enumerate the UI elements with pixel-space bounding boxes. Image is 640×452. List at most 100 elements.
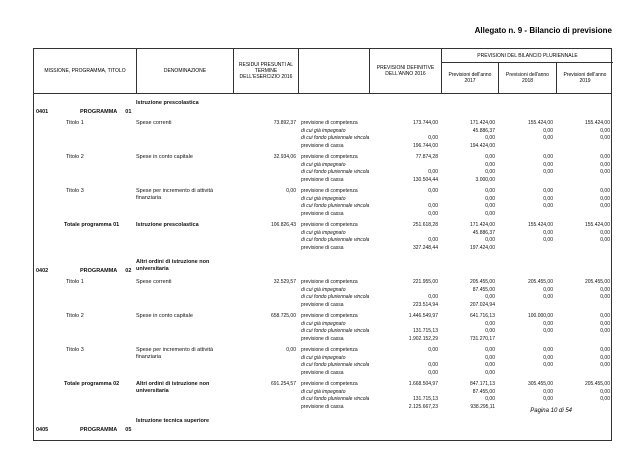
detail-row-label: previsione di competenza bbox=[301, 120, 358, 126]
detail-labels-column: previsione di competenza di cui già impeg… bbox=[298, 222, 369, 252]
value-column: 251.618,28 0,00 327.248,44 bbox=[369, 222, 441, 252]
value-cell: 0,00 bbox=[600, 320, 610, 327]
value-cell: 87.455,00 bbox=[472, 286, 495, 293]
program-number: 05 bbox=[125, 427, 132, 433]
value-cell: 0,00 bbox=[543, 347, 553, 353]
value-cell: 327.248,44 bbox=[412, 244, 438, 251]
row-label-cell: Titolo 1 bbox=[34, 279, 136, 287]
detail-labels-column: previsione di competenza di cui già impeg… bbox=[298, 347, 369, 377]
detail-row-label: previsione di cassa bbox=[301, 244, 344, 251]
denomination-cell: Spese in conto capitale bbox=[136, 154, 233, 161]
value-cell: 731.270,17 bbox=[469, 335, 495, 342]
value-cell: 3.000,00 bbox=[475, 176, 495, 183]
value-cell: 0,00 bbox=[485, 135, 495, 141]
value-column: 0,00 0,00 0,00 bbox=[556, 154, 613, 184]
denomination-text: Altri ordini di istruzione non universit… bbox=[136, 381, 210, 394]
value-cell bbox=[369, 162, 438, 170]
value-cell bbox=[556, 177, 610, 185]
detail-row-label: previsione di cassa bbox=[301, 301, 344, 308]
value-cell: 87.455,00 bbox=[472, 388, 495, 395]
value-cell: 223.514,94 bbox=[412, 301, 438, 308]
value-cell: 0,00 bbox=[485, 294, 495, 300]
value-cell: 155.424,00 bbox=[584, 222, 610, 228]
value-column: 847.171,13 87.455,00 0,00 938.295,11 bbox=[441, 381, 498, 411]
value-cell: 0,00 bbox=[543, 328, 553, 334]
detail-row-label: di cui fondo pluriennale vincolato bbox=[301, 237, 369, 243]
value-cell: 0,00 bbox=[543, 229, 553, 236]
program-code: 0402 bbox=[36, 268, 49, 274]
value-cell: 0,00 bbox=[543, 203, 553, 209]
program-id-cell: 0402 PROGRAMMA 02 bbox=[34, 259, 136, 277]
value-cell: 0,00 bbox=[600, 154, 610, 160]
value-cell: 0,00 bbox=[485, 396, 495, 402]
value-cell: 0,00 bbox=[428, 362, 438, 368]
value-cell: 0,00 bbox=[543, 354, 553, 361]
value-cell: 0,00 bbox=[600, 161, 610, 168]
col-header-pluriennale: PREVISIONI DEL BILANCIO PLURIENNALE bbox=[441, 49, 613, 63]
value-cell: 0,00 bbox=[485, 154, 495, 160]
detail-labels-column: previsione di competenza di cui già impeg… bbox=[298, 279, 369, 309]
title-row: Titolo 2 Spese in conto capitale 658.725,0… bbox=[34, 313, 611, 343]
value-cell: 0,00 bbox=[428, 237, 438, 243]
detail-row-label: previsione di competenza bbox=[301, 313, 358, 319]
detail-row-label: previsione di competenza bbox=[301, 154, 358, 160]
value-column: 0,00 0,00 0,00 bbox=[498, 154, 556, 184]
value-cell: 0,00 bbox=[485, 320, 495, 327]
program-header-row: 0405 PROGRAMMA 05 Istruzione tecnica superi… bbox=[34, 418, 611, 436]
value-cell: 0,00 bbox=[543, 362, 553, 368]
program-kind: PROGRAMMA bbox=[80, 427, 118, 433]
value-cell: 0,00 bbox=[600, 195, 610, 202]
detail-row-label: di cui fondo pluriennale vincolato bbox=[301, 135, 369, 141]
value-column: 0,00 0,00 0,00 3.000,00 bbox=[441, 154, 498, 184]
value-cell bbox=[498, 211, 553, 219]
value-cell: 0,00 bbox=[600, 135, 610, 141]
value-column: 0,00 0,00 0,00 bbox=[556, 347, 613, 377]
value-cell: 100.000,00 bbox=[527, 313, 553, 319]
residui-value: 658.725,00 bbox=[270, 313, 296, 319]
value-cell: 207.024,94 bbox=[469, 301, 495, 308]
value-cell: 641.716,13 bbox=[469, 313, 495, 319]
value-cell: 0,00 bbox=[485, 347, 495, 353]
denomination-cell: Istruzione prescolastica bbox=[136, 222, 233, 229]
title-row: Titolo 1 Spese correnti 32.529,57 prevision… bbox=[34, 279, 611, 309]
value-cell: 194.424,00 bbox=[469, 142, 495, 149]
value-cell: 0,00 bbox=[485, 188, 495, 194]
value-cell bbox=[369, 389, 438, 397]
residui-value: 0,00 bbox=[286, 347, 296, 353]
detail-row-label: previsione di competenza bbox=[301, 188, 358, 194]
detail-row-label: di cui fondo pluriennale vincolato bbox=[301, 328, 369, 334]
value-cell: 251.618,28 bbox=[412, 222, 438, 228]
denomination-cell: Spese correnti bbox=[136, 120, 233, 127]
residui-value: 73.892,37 bbox=[273, 120, 296, 126]
value-cell: 305.455,00 bbox=[527, 381, 553, 387]
value-cell: 0,00 bbox=[600, 203, 610, 209]
title-label: Titolo 1 bbox=[66, 120, 84, 126]
detail-row-label: previsione di competenza bbox=[301, 279, 358, 285]
title-label: Titolo 3 bbox=[66, 188, 84, 194]
value-column: 305.455,00 0,00 0,00 bbox=[498, 381, 556, 411]
value-cell: 0,00 bbox=[428, 135, 438, 141]
detail-row-label: previsione di competenza bbox=[301, 347, 358, 353]
value-cell bbox=[556, 302, 610, 310]
value-cell: 131.715,13 bbox=[412, 328, 438, 334]
value-cell bbox=[556, 336, 610, 344]
value-cell: 0,00 bbox=[543, 396, 553, 402]
denomination-cell: Spese correnti bbox=[136, 279, 233, 286]
denomination-text: Istruzione prescolastica bbox=[136, 222, 199, 228]
value-cell bbox=[369, 128, 438, 136]
budget-table: MISSIONE, PROGRAMMA, TITOLO DENOMINAZION… bbox=[33, 48, 613, 441]
value-cell: 0,00 bbox=[600, 362, 610, 368]
value-cell bbox=[498, 177, 553, 185]
value-cell: 0,00 bbox=[428, 169, 438, 175]
denomination-text: Spese per incremento di attività finanzi… bbox=[136, 188, 214, 201]
value-cell: 0,00 bbox=[600, 286, 610, 293]
value-cell: 0,00 bbox=[600, 388, 610, 395]
program-header-row: 0401 PROGRAMMA 01 Istruzione prescolastica bbox=[34, 100, 611, 118]
denomination-text: Spese per incremento di attività finanzi… bbox=[136, 347, 214, 360]
residui-value: 32.934,06 bbox=[273, 154, 296, 160]
detail-row-label: previsione di competenza bbox=[301, 381, 358, 387]
program-kind: PROGRAMMA bbox=[80, 109, 118, 115]
title-row: Titolo 1 Spese correnti 73.892,37 prevision… bbox=[34, 120, 611, 150]
value-cell: 0,00 bbox=[543, 388, 553, 395]
value-cell: 0,00 bbox=[543, 294, 553, 300]
